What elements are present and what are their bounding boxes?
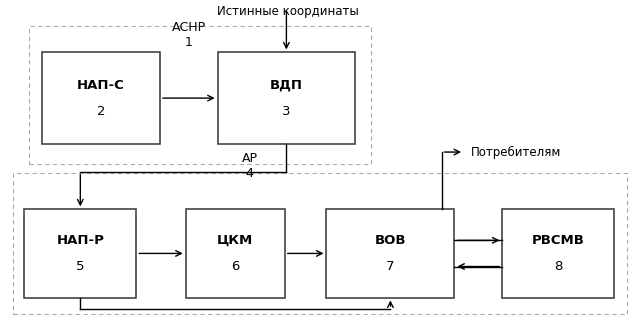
Text: НАП-Р: НАП-Р bbox=[56, 234, 104, 247]
FancyBboxPatch shape bbox=[24, 209, 136, 298]
Text: 6: 6 bbox=[231, 260, 239, 273]
Text: АР
4: АР 4 bbox=[242, 152, 258, 180]
Text: ВОВ: ВОВ bbox=[374, 234, 406, 247]
FancyBboxPatch shape bbox=[29, 26, 371, 164]
Text: 7: 7 bbox=[386, 260, 395, 273]
FancyBboxPatch shape bbox=[13, 173, 627, 314]
Text: АСНР
1: АСНР 1 bbox=[172, 21, 206, 49]
FancyBboxPatch shape bbox=[326, 209, 454, 298]
Text: 3: 3 bbox=[282, 105, 291, 118]
FancyBboxPatch shape bbox=[502, 209, 614, 298]
Text: Истинные координаты: Истинные координаты bbox=[217, 5, 359, 18]
Text: Потребителям: Потребителям bbox=[470, 146, 561, 159]
FancyBboxPatch shape bbox=[218, 52, 355, 144]
Text: ЦКМ: ЦКМ bbox=[217, 234, 253, 247]
Text: РВСМВ: РВСМВ bbox=[532, 234, 585, 247]
Text: 8: 8 bbox=[554, 260, 563, 273]
Text: 2: 2 bbox=[97, 105, 105, 118]
Text: ВДП: ВДП bbox=[270, 78, 303, 92]
FancyBboxPatch shape bbox=[42, 52, 160, 144]
Text: 5: 5 bbox=[76, 260, 84, 273]
FancyBboxPatch shape bbox=[186, 209, 285, 298]
Text: НАП-С: НАП-С bbox=[77, 78, 125, 92]
